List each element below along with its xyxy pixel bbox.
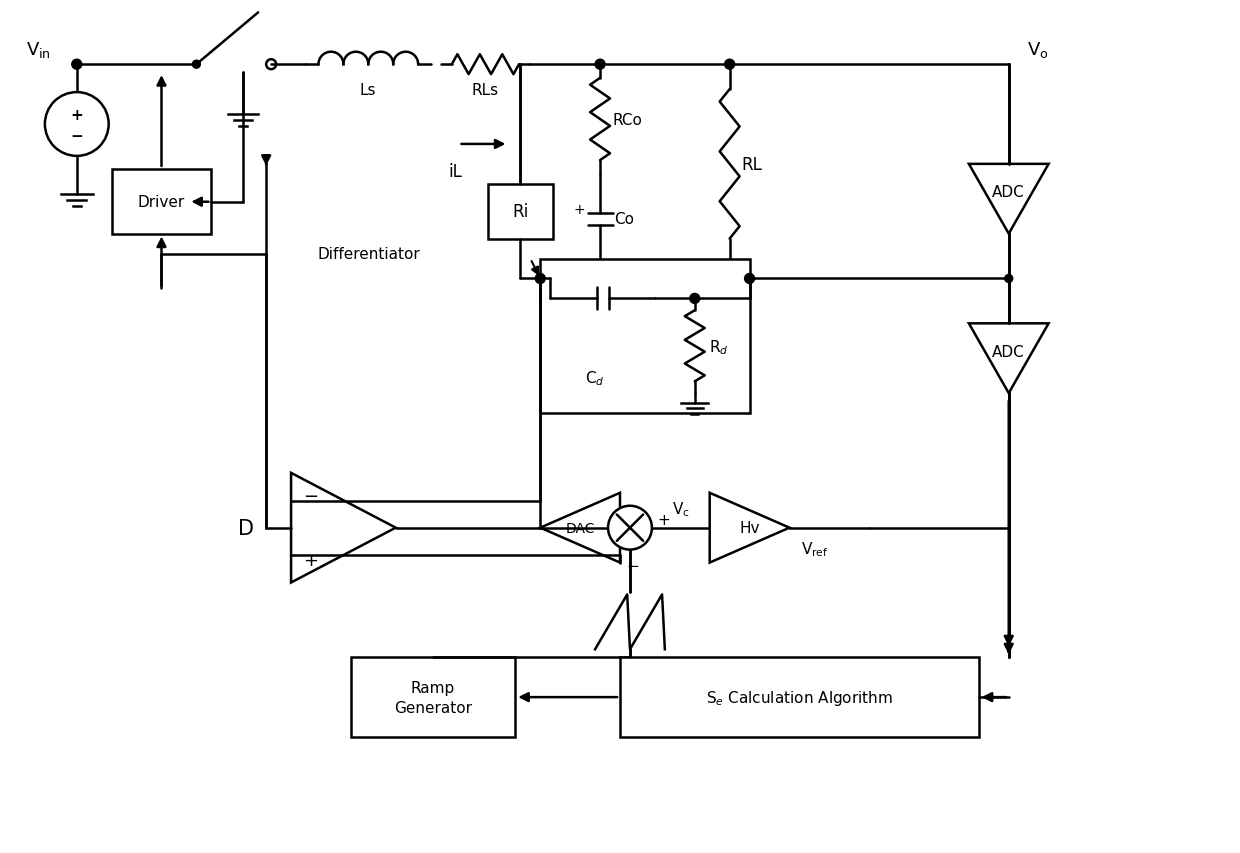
Text: RLs: RLs: [472, 83, 498, 98]
Text: −: −: [304, 487, 319, 505]
Text: Co: Co: [614, 212, 634, 227]
Text: Ri: Ri: [512, 203, 529, 221]
Text: S$_e$ Calculation Algorithm: S$_e$ Calculation Algorithm: [706, 688, 893, 707]
Text: R$_d$: R$_d$: [709, 338, 728, 357]
Bar: [112, 170, 211, 235]
Circle shape: [1004, 276, 1013, 283]
Text: V$_{\rm o}$: V$_{\rm o}$: [1027, 40, 1048, 60]
Circle shape: [608, 506, 652, 550]
Text: DAC: DAC: [565, 521, 595, 535]
Text: V$_{\rm ref}$: V$_{\rm ref}$: [801, 540, 828, 559]
Text: D: D: [238, 518, 254, 538]
Text: C$_d$: C$_d$: [585, 368, 605, 387]
Text: Ls: Ls: [360, 83, 376, 98]
Polygon shape: [291, 473, 396, 583]
Text: +: +: [657, 513, 670, 527]
Polygon shape: [709, 493, 790, 563]
Polygon shape: [968, 324, 1049, 393]
Polygon shape: [541, 493, 620, 563]
Text: Driver: Driver: [138, 194, 185, 210]
Text: Hv: Hv: [739, 520, 760, 536]
Text: −: −: [71, 130, 83, 144]
Text: +: +: [71, 107, 83, 122]
Text: V$_{\rm in}$: V$_{\rm in}$: [26, 40, 51, 60]
Circle shape: [724, 60, 734, 70]
Text: −: −: [626, 558, 640, 573]
Circle shape: [72, 60, 82, 70]
Circle shape: [689, 294, 699, 304]
Circle shape: [536, 274, 546, 284]
Bar: [541, 259, 749, 414]
Text: iL: iL: [449, 163, 463, 181]
Text: RCo: RCo: [613, 113, 642, 127]
Circle shape: [595, 60, 605, 70]
Text: Differentiator: Differentiator: [317, 247, 420, 262]
Text: V$_{\rm c}$: V$_{\rm c}$: [672, 499, 689, 518]
Circle shape: [45, 93, 109, 157]
Text: ADC: ADC: [992, 185, 1025, 200]
Bar: [620, 658, 978, 737]
Text: +: +: [574, 202, 585, 217]
Text: +: +: [304, 551, 319, 569]
Polygon shape: [968, 165, 1049, 235]
Circle shape: [192, 61, 201, 69]
Text: RL: RL: [742, 156, 763, 174]
Bar: [489, 184, 553, 240]
Bar: [351, 658, 516, 737]
Circle shape: [744, 274, 755, 284]
Text: ADC: ADC: [992, 345, 1025, 359]
Text: Ramp
Generator: Ramp Generator: [394, 680, 472, 715]
